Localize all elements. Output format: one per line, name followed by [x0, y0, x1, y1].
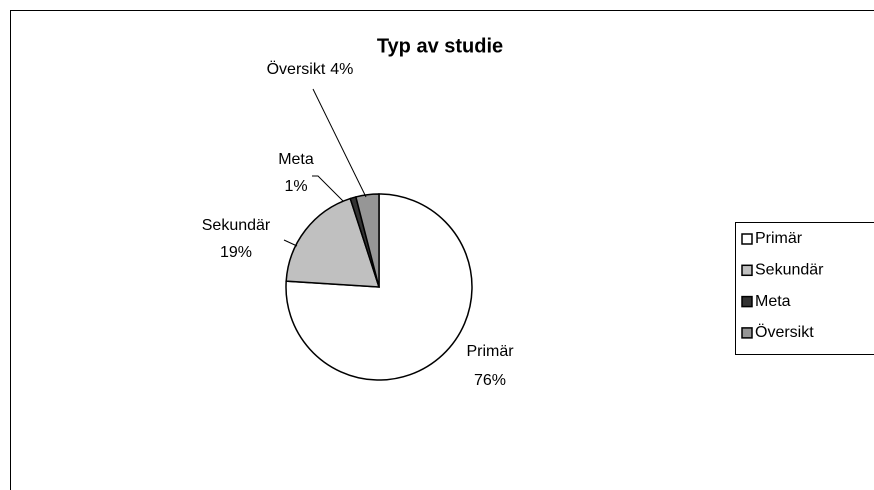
data-label: Översikt 4% [267, 60, 354, 78]
legend-box [735, 222, 874, 355]
leader-line [312, 88, 367, 198]
data-label-name: Meta [278, 151, 314, 168]
legend-label: Meta [755, 293, 791, 310]
label-name: Översikt [267, 60, 326, 78]
legend-swatch [741, 233, 753, 245]
legend-swatch [741, 264, 753, 277]
chart-border [10, 10, 874, 490]
leader-line [312, 175, 344, 202]
legend-swatch [741, 295, 753, 308]
chart-title: Typ av studie [377, 35, 503, 57]
pie-slice [354, 193, 380, 288]
data-label-value: 19% [220, 244, 252, 261]
data-label-name: Primär [466, 343, 514, 360]
data-label-value: 1% [284, 178, 307, 195]
leader-line [283, 239, 298, 247]
legend-swatch [741, 327, 753, 339]
legend-label: Sekundär [755, 262, 824, 279]
legend-label: Primär [755, 230, 803, 247]
pie-slice [285, 197, 381, 288]
data-label-value: 76% [474, 372, 506, 389]
legend-label: Översikt [755, 323, 814, 341]
data-label-name: Sekundär [202, 217, 271, 234]
label-value: 4% [330, 61, 353, 78]
pie-slice [285, 193, 473, 381]
